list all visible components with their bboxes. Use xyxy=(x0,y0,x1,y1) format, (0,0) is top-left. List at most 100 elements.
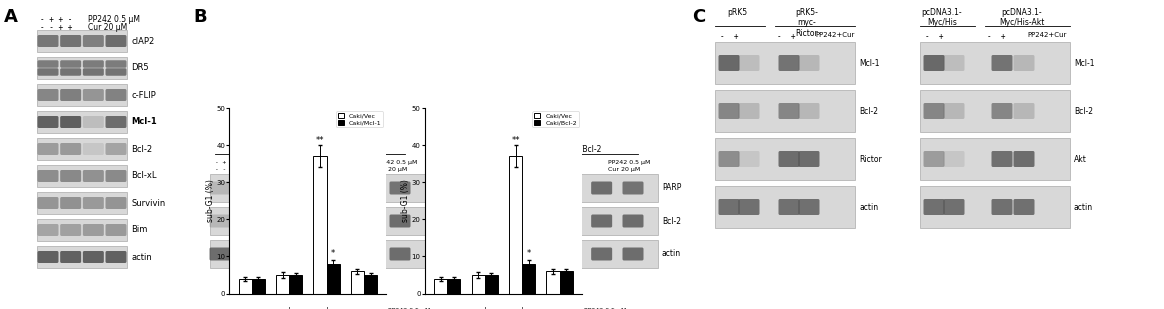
FancyBboxPatch shape xyxy=(512,248,533,260)
FancyBboxPatch shape xyxy=(779,199,800,215)
Text: C: C xyxy=(693,8,705,26)
Text: - + + -: - + + - xyxy=(300,160,326,165)
Text: actin: actin xyxy=(132,252,151,261)
FancyBboxPatch shape xyxy=(779,151,800,167)
FancyBboxPatch shape xyxy=(210,248,230,260)
Text: Rictor: Rictor xyxy=(859,154,882,163)
Text: actin: actin xyxy=(662,249,681,259)
Y-axis label: sub-G1 (%): sub-G1 (%) xyxy=(402,180,410,222)
FancyBboxPatch shape xyxy=(738,199,759,215)
FancyBboxPatch shape xyxy=(512,181,533,194)
FancyBboxPatch shape xyxy=(1014,199,1035,215)
FancyBboxPatch shape xyxy=(83,116,104,128)
Text: Cur 20 μM: Cur 20 μM xyxy=(608,167,640,172)
Bar xyxy=(210,174,425,202)
Bar xyxy=(313,156,327,294)
Text: -: - xyxy=(558,305,562,309)
Legend: Caki/Vec, Caki/Bcl-2: Caki/Vec, Caki/Bcl-2 xyxy=(532,111,579,127)
FancyBboxPatch shape xyxy=(466,248,487,260)
FancyBboxPatch shape xyxy=(106,68,127,76)
Bar xyxy=(471,275,484,294)
FancyBboxPatch shape xyxy=(944,103,965,119)
FancyBboxPatch shape xyxy=(488,187,512,197)
FancyBboxPatch shape xyxy=(279,248,300,260)
FancyBboxPatch shape xyxy=(37,170,58,182)
FancyBboxPatch shape xyxy=(37,68,58,76)
Text: - - + +: - - + + xyxy=(448,167,474,172)
FancyBboxPatch shape xyxy=(296,181,317,194)
Bar xyxy=(560,271,573,294)
FancyBboxPatch shape xyxy=(799,151,819,167)
FancyBboxPatch shape xyxy=(83,251,104,263)
Bar xyxy=(37,138,127,160)
Bar xyxy=(364,275,377,294)
FancyBboxPatch shape xyxy=(359,181,379,194)
FancyBboxPatch shape xyxy=(327,214,348,227)
FancyBboxPatch shape xyxy=(37,89,58,101)
Text: Mcl-1: Mcl-1 xyxy=(1074,58,1094,67)
Bar xyxy=(443,207,658,235)
FancyBboxPatch shape xyxy=(37,251,58,263)
Text: -: - xyxy=(249,305,254,309)
Text: - - + +: - - + + xyxy=(300,167,326,172)
FancyBboxPatch shape xyxy=(718,199,739,215)
Bar xyxy=(920,90,1070,132)
FancyBboxPatch shape xyxy=(779,55,800,71)
FancyBboxPatch shape xyxy=(61,60,81,68)
Text: - - + +: - - + + xyxy=(40,23,72,32)
Text: Bcl-2: Bcl-2 xyxy=(859,107,878,116)
FancyBboxPatch shape xyxy=(528,248,549,260)
Text: Mcl-1: Mcl-1 xyxy=(430,217,449,226)
FancyBboxPatch shape xyxy=(442,214,463,227)
FancyBboxPatch shape xyxy=(718,103,739,119)
Text: Bcl-2: Bcl-2 xyxy=(1074,107,1093,116)
Bar xyxy=(37,57,127,79)
FancyBboxPatch shape xyxy=(512,214,533,227)
Text: Bcl-2: Bcl-2 xyxy=(132,145,152,154)
FancyBboxPatch shape xyxy=(489,248,510,260)
Bar xyxy=(443,174,658,202)
FancyBboxPatch shape xyxy=(560,214,581,227)
FancyBboxPatch shape xyxy=(923,103,944,119)
FancyBboxPatch shape xyxy=(466,181,487,194)
FancyBboxPatch shape xyxy=(256,248,277,260)
Text: +: + xyxy=(520,305,525,309)
Text: -  +: - + xyxy=(721,32,738,41)
FancyBboxPatch shape xyxy=(296,214,317,227)
Bar xyxy=(327,264,340,294)
Text: - - + +: - - + + xyxy=(215,167,241,172)
FancyBboxPatch shape xyxy=(718,55,739,71)
FancyBboxPatch shape xyxy=(992,103,1013,119)
FancyBboxPatch shape xyxy=(37,197,58,209)
FancyBboxPatch shape xyxy=(799,199,819,215)
FancyBboxPatch shape xyxy=(1014,103,1035,119)
Text: -  +: - + xyxy=(778,32,795,41)
FancyBboxPatch shape xyxy=(466,214,487,227)
FancyBboxPatch shape xyxy=(923,199,944,215)
FancyBboxPatch shape xyxy=(279,181,300,194)
Bar xyxy=(251,279,265,294)
Text: pRK5-
myc-
Rictor: pRK5- myc- Rictor xyxy=(795,8,818,38)
FancyBboxPatch shape xyxy=(1014,55,1035,71)
FancyBboxPatch shape xyxy=(327,248,348,260)
FancyBboxPatch shape xyxy=(923,151,944,167)
FancyBboxPatch shape xyxy=(83,197,104,209)
FancyBboxPatch shape xyxy=(61,251,81,263)
Text: +: + xyxy=(325,305,329,309)
Text: -  +: - + xyxy=(925,32,944,41)
Bar xyxy=(920,186,1070,228)
Text: actin: actin xyxy=(430,249,448,259)
FancyBboxPatch shape xyxy=(61,224,81,236)
FancyBboxPatch shape xyxy=(233,214,254,227)
Text: PP242 0.5 μM: PP242 0.5 μM xyxy=(584,308,626,309)
FancyBboxPatch shape xyxy=(779,103,800,119)
Text: pcDNA3.1-
Myc/His-Akt: pcDNA3.1- Myc/His-Akt xyxy=(1000,8,1044,28)
FancyBboxPatch shape xyxy=(944,55,965,71)
Text: -  +: - + xyxy=(987,32,1006,41)
Legend: Caki/Vec, Caki/Mcl-1: Caki/Vec, Caki/Mcl-1 xyxy=(335,111,383,127)
FancyBboxPatch shape xyxy=(106,224,127,236)
FancyBboxPatch shape xyxy=(255,187,279,197)
Bar xyxy=(484,275,498,294)
Bar xyxy=(289,275,303,294)
Text: pRK5: pRK5 xyxy=(728,8,747,17)
